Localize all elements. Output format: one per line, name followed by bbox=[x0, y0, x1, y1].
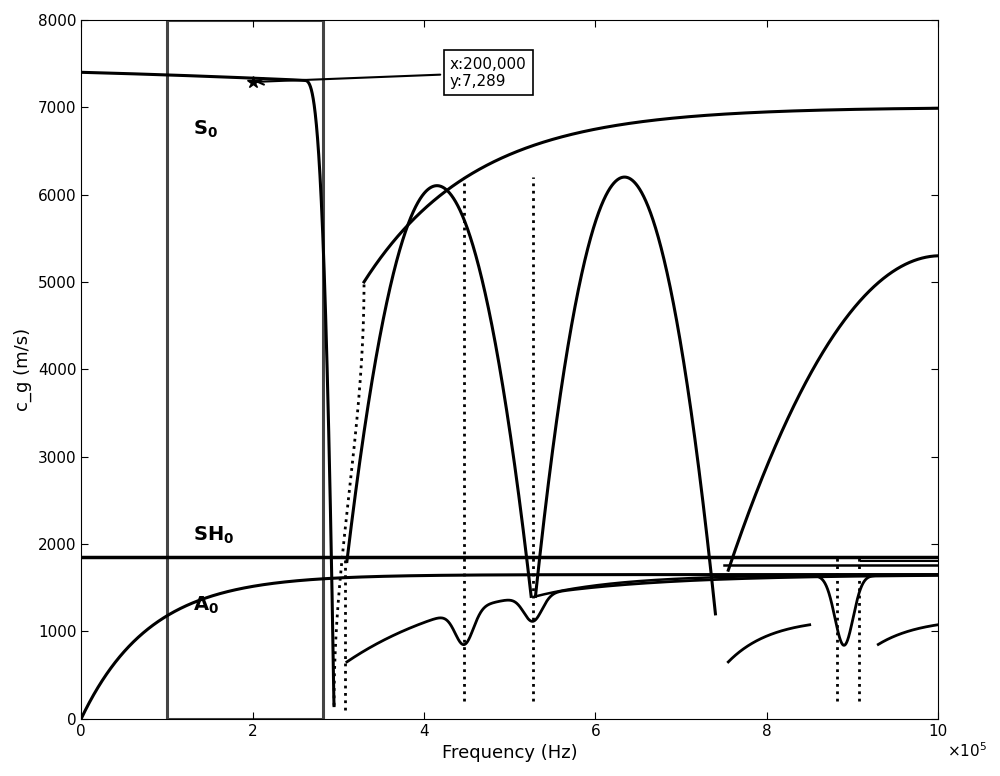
Text: $\mathbf{A_0}$: $\mathbf{A_0}$ bbox=[193, 594, 219, 616]
Text: $\mathbf{S_0}$: $\mathbf{S_0}$ bbox=[193, 119, 218, 140]
Y-axis label: c_g (m/s): c_g (m/s) bbox=[14, 327, 32, 411]
Text: x:200,000
y:7,289: x:200,000 y:7,289 bbox=[258, 57, 526, 89]
Text: $\mathbf{SH_0}$: $\mathbf{SH_0}$ bbox=[193, 525, 234, 546]
X-axis label: Frequency (Hz): Frequency (Hz) bbox=[442, 744, 578, 762]
Bar bbox=[167, 20, 323, 719]
Text: $\times10^5$: $\times10^5$ bbox=[947, 741, 987, 760]
